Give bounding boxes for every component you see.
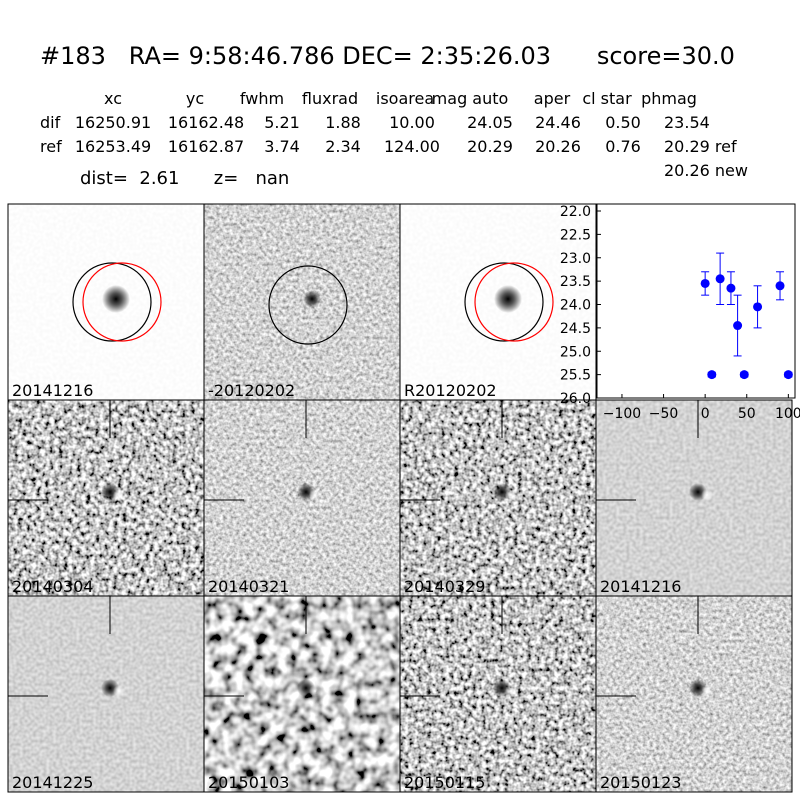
cell: 20.29 ref [664,137,737,156]
y-tick-label: 24.0 [560,298,591,314]
stamp-label: 20150123 [600,773,681,792]
y-tick-label: 25.5 [560,368,591,384]
cell: 16162.48 [168,113,244,132]
y-tick-label: 22.0 [560,204,591,220]
stamp-label: 20141225 [12,773,93,792]
aperture [464,262,544,342]
y-tick-label: 22.5 [560,227,591,243]
cell: 23.54 [664,113,710,132]
point [715,274,725,284]
point [753,302,763,312]
source-residual [113,489,125,501]
cell: 10.00 [389,113,435,132]
note: 20.26 new [664,161,748,180]
column-header: xc [104,89,122,108]
point [700,278,710,288]
source [303,290,321,308]
aperture [72,262,152,342]
plot-area [596,203,796,399]
source-residual [701,685,713,697]
stamp-label: 20141216 [600,577,681,596]
title: #183 RA= 9:58:46.786 DEC= 2:35:26.03 sco… [40,42,735,70]
source-residual [701,489,713,501]
stamp-label: 20140304 [12,577,93,596]
x-tick-label: −100 [603,406,641,422]
cell: 1.88 [325,113,361,132]
y-tick-label: 26.0 [560,391,591,407]
cell: 16162.87 [168,137,244,156]
stamp-image [204,204,400,400]
column-header: fwhm [240,89,284,108]
stamp-label: 20150103 [208,773,289,792]
stamp-frame [595,595,793,793]
row-label: dif [40,113,61,132]
x-tick-label: −50 [649,406,679,422]
stamp-label: 20140329 [404,577,485,596]
cell: 0.50 [605,113,641,132]
y-tick-label: 25.0 [560,344,591,360]
point [707,370,717,380]
column-header: aper [534,89,571,108]
source [494,285,522,313]
cell: 24.46 [535,113,581,132]
x-tick-label: 0 [701,406,710,422]
x-tick-label: 100 [775,406,800,422]
column-header: fluxrad [302,89,358,108]
aperture-ref [474,262,554,342]
point [726,283,736,293]
summary: dist= 2.61 z= nan [80,168,289,189]
stamps: 20141216 -20120202 R20120202 20140304 201403… [7,203,793,793]
cell: 16250.91 [75,113,151,132]
cell: 5.21 [264,113,300,132]
column-header: isoarea [376,89,434,108]
cell: 2.34 [325,137,361,156]
x-tick-label: 50 [738,406,756,422]
cell: 124.00 [384,137,440,156]
cell: 16253.49 [75,137,151,156]
cell: 3.74 [264,137,300,156]
stamp-label: R20120202 [404,381,497,400]
column-header: cl star [582,89,632,108]
cell: 24.05 [467,113,513,132]
stamp-label: 20141216 [12,381,93,400]
stamp-label: 20140321 [208,577,289,596]
column-header: phmag [641,89,697,108]
y-tick-label: 23.0 [560,251,591,267]
source-residual [505,489,517,501]
stamp-label: -20120202 [208,381,295,400]
stamp-label: 20150115 [404,773,485,792]
source-residual [309,685,321,697]
point [733,321,743,331]
point [739,370,749,380]
cell: 20.26 [535,137,581,156]
aperture [268,265,348,345]
aperture-ref [82,262,162,342]
row-label: ref [40,137,62,156]
source-residual [113,685,125,697]
y-tick-label: 23.5 [560,274,591,290]
y-tick-label: 24.5 [560,321,591,337]
point [783,370,793,380]
column-header: yc [186,89,204,108]
cell: 20.29 [467,137,513,156]
cell: 0.76 [605,137,641,156]
column-header: mag auto [432,89,509,108]
source-residual [309,489,321,501]
chart: 22.0 22.5 23.0 23.5 24.0 24.5 25.0 25.5 26.0 −100… [560,203,800,422]
point [775,281,785,291]
source-residual [505,685,517,697]
source [102,285,130,313]
